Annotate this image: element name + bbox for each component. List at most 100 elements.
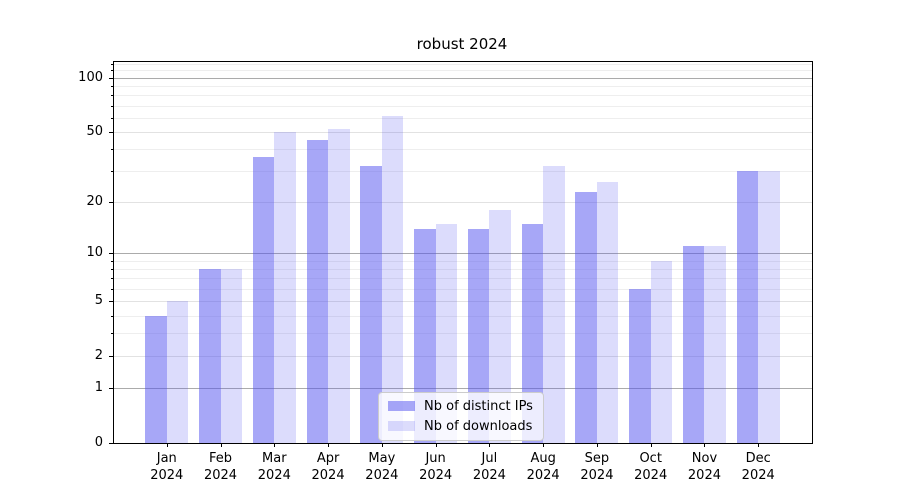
x-tick [596, 443, 598, 447]
axis-spine-right [812, 61, 813, 444]
y-minor-gridline [113, 278, 812, 280]
x-tick-label-dec: Dec 2024 [741, 451, 775, 483]
x-tick-label-feb: Feb 2024 [203, 451, 238, 483]
bar-nb-of-distinct-ips-oct [629, 289, 651, 443]
x-tick [220, 443, 222, 447]
legend-swatch-distinct-ips [388, 401, 415, 411]
y-tick [108, 131, 113, 133]
bar-nb-of-downloads-oct [650, 260, 673, 443]
y-tick-label: 2 [94, 348, 103, 364]
x-tick [650, 443, 652, 447]
bar-nb-of-downloads-mar [274, 131, 296, 443]
x-tick-label-mar: Mar 2024 [257, 451, 291, 483]
y-gridline [113, 388, 812, 390]
bar-nb-of-distinct-ips-sep [575, 191, 597, 443]
bar-nb-of-downloads-jul [489, 210, 511, 443]
x-tick-label-apr: Apr 2024 [311, 451, 345, 483]
x-tick [166, 443, 168, 447]
bar-nb-of-distinct-ips-aug [521, 223, 544, 443]
y-minor-tick [110, 315, 113, 317]
y-gridline [113, 131, 812, 133]
bar-nb-of-downloads-aug [543, 166, 565, 443]
y-minor-tick [110, 269, 113, 271]
axis-spine-top [113, 61, 813, 62]
legend-item-downloads: Nb of downloads [388, 418, 533, 434]
y-tick-label: 100 [78, 69, 103, 85]
y-minor-tick [110, 289, 113, 291]
bar-nb-of-downloads-may [381, 116, 404, 443]
chart-legend: Nb of distinct IPs Nb of downloads [378, 392, 544, 441]
y-minor-tick [110, 333, 113, 335]
bar-nb-of-distinct-ips-jun [414, 228, 436, 443]
bar-nb-of-distinct-ips-jan [145, 315, 167, 443]
y-minor-tick [110, 105, 113, 107]
bar-nb-of-downloads-sep [596, 182, 619, 443]
bar-nb-of-downloads-feb [220, 269, 243, 443]
y-tick [108, 443, 113, 444]
y-minor-gridline [113, 149, 812, 151]
axis-spine-bottom [113, 443, 813, 444]
y-tick-label: 50 [86, 123, 103, 139]
bar-nb-of-downloads-dec [758, 171, 780, 443]
y-tick [108, 388, 113, 390]
x-tick [381, 443, 383, 447]
y-minor-gridline [113, 171, 812, 173]
bar-nb-of-distinct-ips-may [360, 166, 382, 443]
y-tick-label: 5 [94, 293, 103, 309]
y-tick [108, 202, 113, 204]
bar-nb-of-distinct-ips-dec [736, 171, 759, 443]
y-gridline [113, 356, 812, 358]
x-tick-label-aug: Aug 2024 [526, 451, 560, 483]
y-minor-gridline [113, 260, 812, 262]
bar-nb-of-distinct-ips-jul [467, 228, 490, 443]
y-gridline [113, 202, 812, 204]
y-gridline [113, 301, 812, 303]
y-minor-tick [110, 117, 113, 119]
y-minor-gridline [113, 117, 812, 119]
x-tick-label-sep: Sep 2024 [580, 451, 614, 483]
x-tick [328, 443, 330, 447]
y-minor-gridline [113, 333, 812, 335]
legend-item-distinct-ips: Nb of distinct IPs [388, 398, 533, 414]
y-minor-tick [110, 70, 113, 72]
x-tick [489, 443, 491, 447]
legend-label-downloads: Nb of downloads [424, 418, 533, 434]
legend-swatch-downloads [388, 421, 415, 431]
y-minor-gridline [113, 269, 812, 271]
bar-nb-of-distinct-ips-feb [199, 269, 221, 443]
bar-nb-of-downloads-apr [328, 128, 350, 443]
x-tick-label-may: May 2024 [365, 451, 399, 483]
y-tick-label: 10 [86, 245, 103, 261]
legend-label-distinct-ips: Nb of distinct IPs [424, 398, 533, 414]
y-tick-label: 0 [94, 435, 103, 450]
y-minor-gridline [113, 289, 812, 291]
x-tick [435, 443, 437, 447]
bar-nb-of-downloads-nov [704, 246, 726, 443]
y-minor-gridline [113, 315, 812, 317]
bar-nb-of-downloads-jun [435, 223, 458, 443]
bar-nb-of-downloads-jan [166, 301, 189, 443]
y-minor-tick [110, 278, 113, 280]
y-gridline [113, 253, 812, 255]
y-tick-label: 1 [94, 380, 103, 396]
axis-spine-left [113, 61, 114, 444]
y-minor-tick [110, 260, 113, 262]
x-tick-label-oct: Oct 2024 [634, 451, 668, 483]
y-gridline [113, 77, 812, 79]
bar-nb-of-distinct-ips-nov [682, 246, 705, 443]
y-minor-gridline [113, 63, 812, 65]
chart-title: robust 2024 [416, 35, 508, 53]
x-tick [758, 443, 760, 447]
y-minor-tick [110, 63, 113, 65]
x-tick-label-jun: Jun 2024 [419, 451, 453, 483]
y-minor-tick [110, 171, 113, 173]
y-tick [108, 253, 113, 255]
y-tick-label: 20 [86, 194, 103, 210]
y-minor-gridline [113, 105, 812, 107]
bar-nb-of-distinct-ips-apr [306, 140, 329, 443]
x-tick-label-nov: Nov 2024 [687, 451, 721, 483]
y-minor-tick [110, 86, 113, 88]
x-tick [543, 443, 545, 447]
y-minor-gridline [113, 86, 812, 88]
